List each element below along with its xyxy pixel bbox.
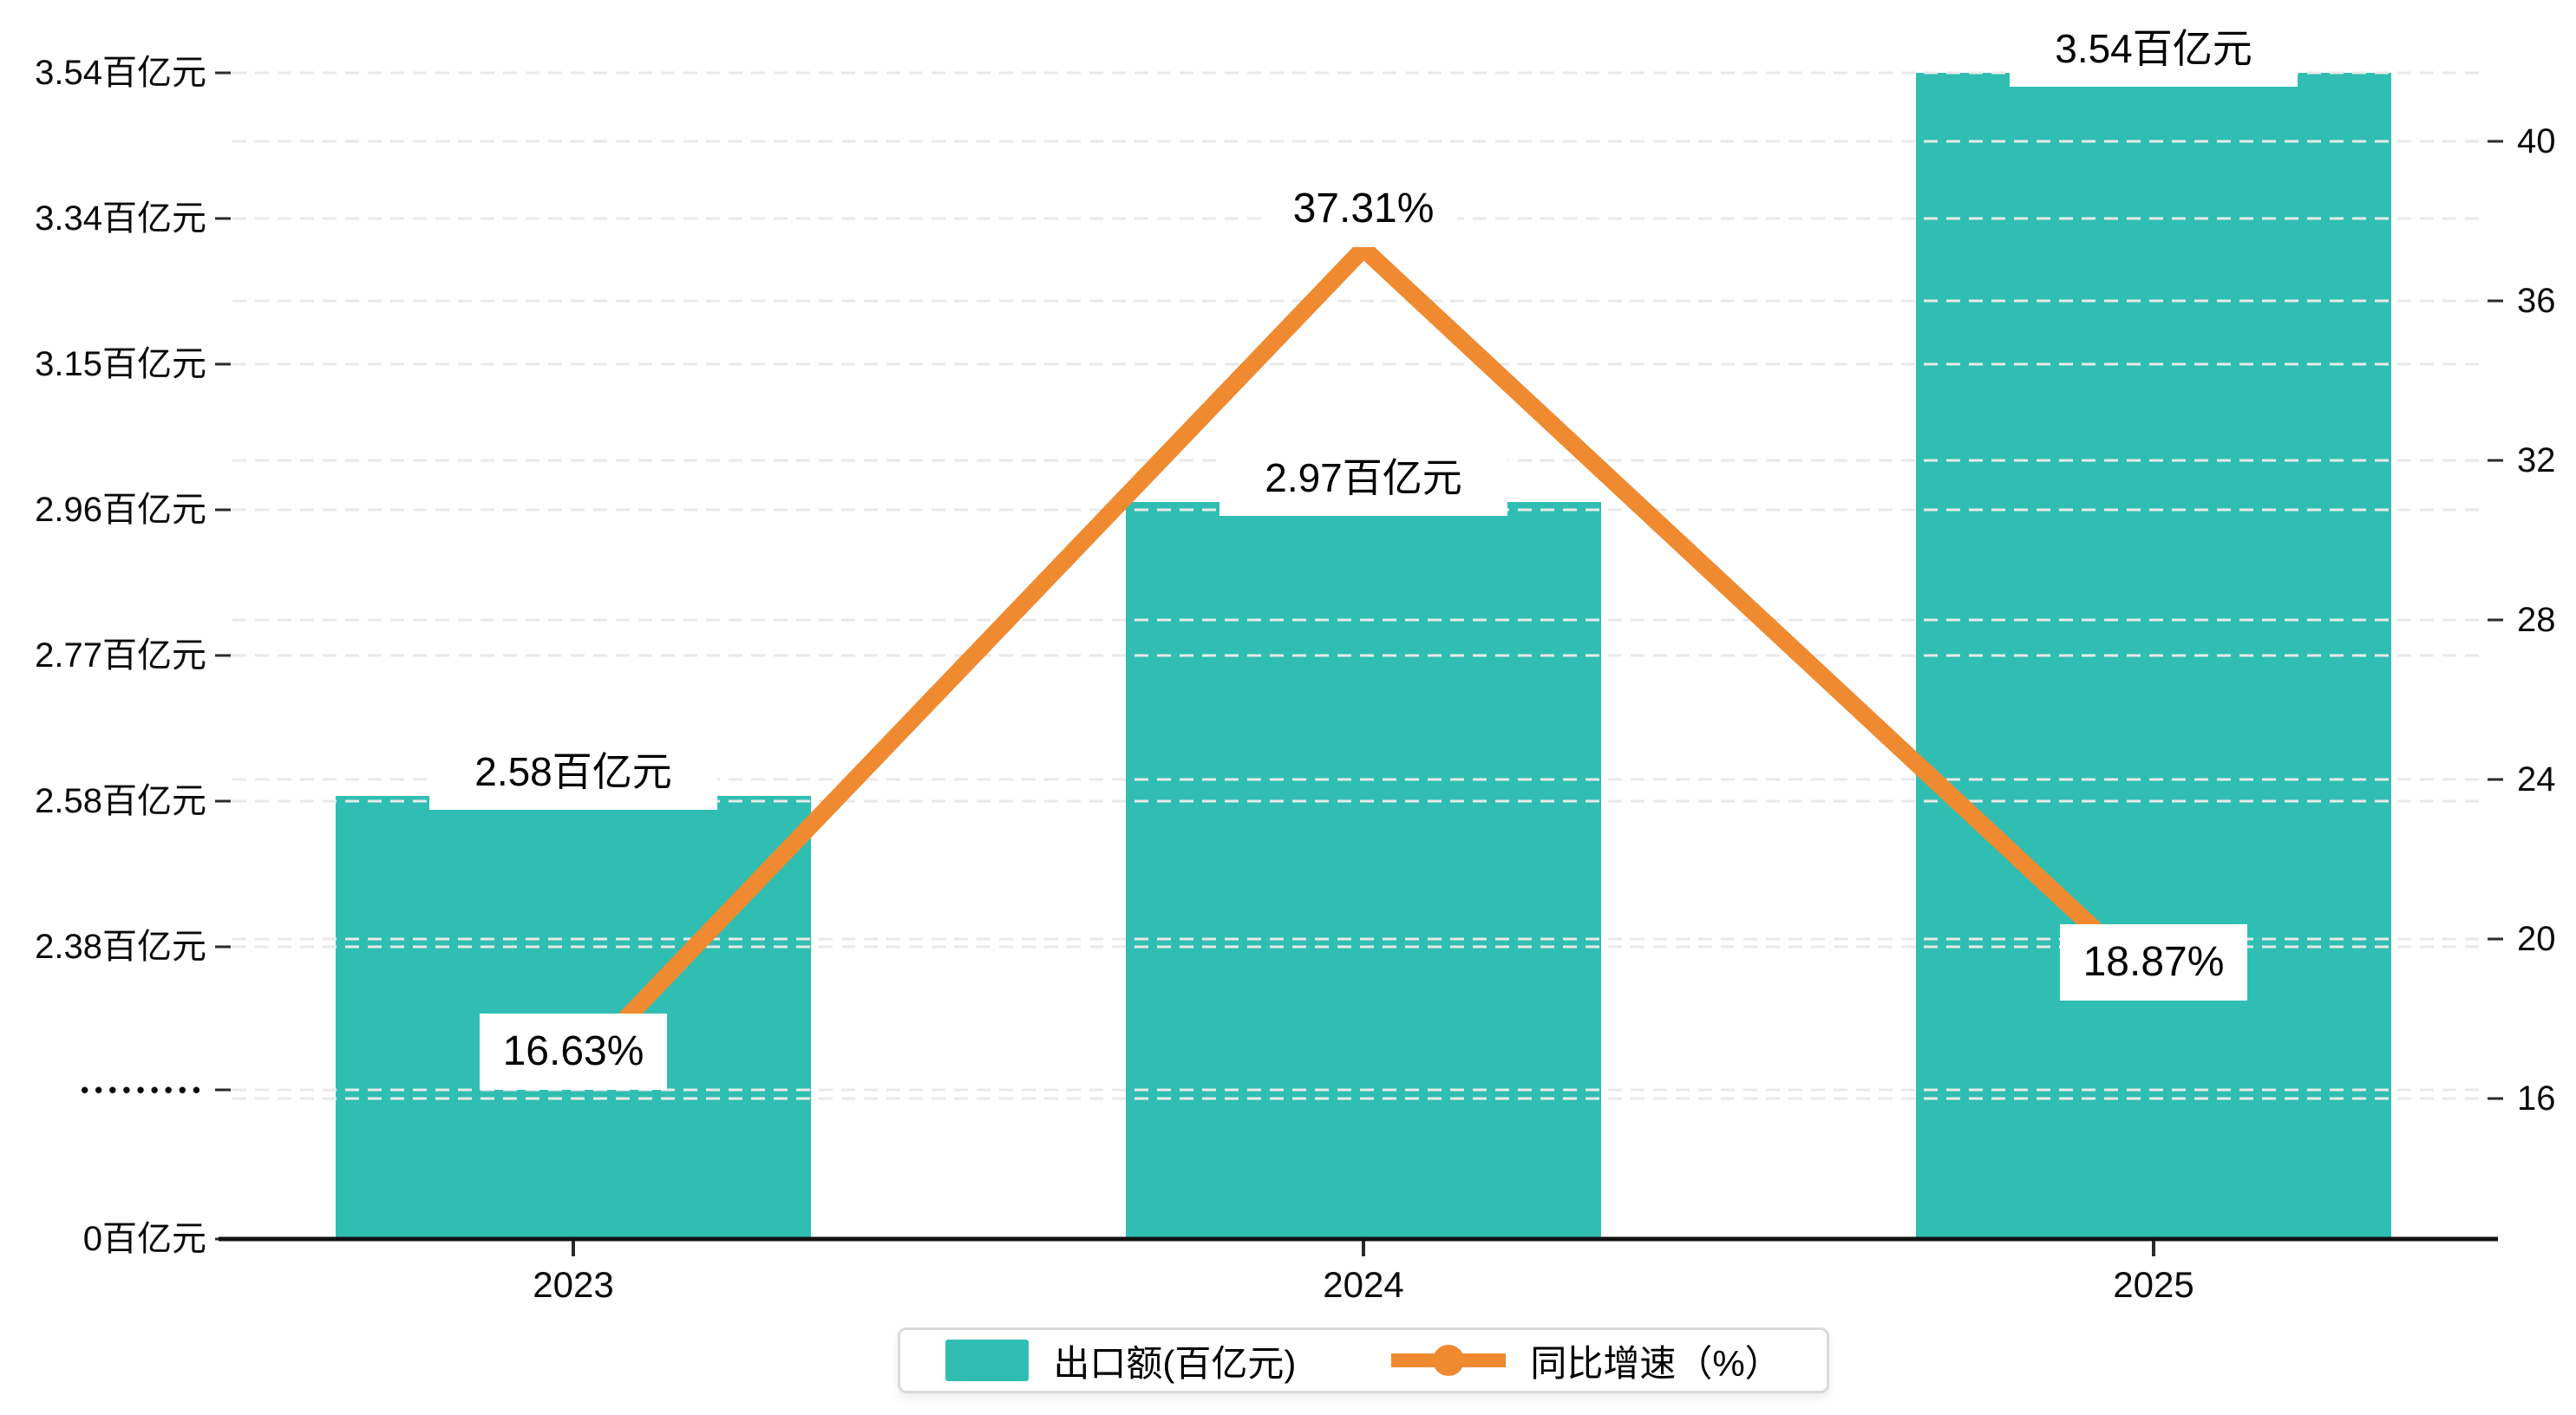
left-axis-label: 3.15百亿元 (35, 345, 206, 383)
left-axis-label: 3.54百亿元 (35, 54, 206, 92)
x-axis-label-2025: 2025 (2113, 1264, 2194, 1305)
legend-label-export-value: 出口额(百亿元) (1053, 1342, 1297, 1384)
left-axis-label: 2.77百亿元 (35, 636, 206, 675)
x-axis-label-2024: 2024 (1323, 1264, 1404, 1305)
left-axis-label: 0百亿元 (82, 1220, 206, 1258)
bar-series-swatch-icon (945, 1340, 1030, 1381)
bar-2025 (1916, 72, 2391, 1239)
right-axis-label: 36 (2517, 282, 2556, 320)
right-axis-label: 32 (2517, 441, 2556, 479)
bar-value-label: 2.58百亿元 (429, 734, 717, 811)
bar-2024 (1126, 502, 1601, 1239)
line-point-label: 37.31% (1270, 170, 1457, 247)
right-axis-label: 20 (2517, 920, 2556, 958)
right-axis-label: 40 (2517, 122, 2556, 160)
x-axis-label-2023: 2023 (533, 1264, 614, 1305)
right-axis-label: 24 (2517, 760, 2556, 799)
legend-item-yoy-growth: 同比增速（%） (1391, 1334, 1782, 1387)
left-axis-label: ••••••••• (81, 1077, 206, 1103)
line-point-label: 16.63% (480, 1014, 667, 1091)
line-point-label: 18.87% (2060, 923, 2247, 1001)
left-axis-label: 2.58百亿元 (35, 782, 206, 820)
left-axis-label: 2.38百亿元 (35, 928, 206, 966)
line-point-dot-icon (1433, 1345, 1465, 1376)
bar-value-label: 2.97百亿元 (1219, 440, 1507, 517)
legend-label-yoy-growth: 同比增速（%） (1530, 1342, 1782, 1384)
right-axis-label: 16 (2517, 1079, 2556, 1118)
legend-item-export-value: 出口额(百亿元) (945, 1334, 1296, 1387)
line-series-marker-icon (1391, 1341, 1507, 1379)
right-axis-label: 28 (2517, 601, 2556, 639)
bar-value-label: 3.54百亿元 (2010, 10, 2298, 87)
left-axis-label: 2.96百亿元 (35, 491, 206, 529)
left-axis-label: 3.34百亿元 (35, 199, 206, 238)
legend: 出口额(百亿元) 同比增速（%） (898, 1327, 1829, 1393)
